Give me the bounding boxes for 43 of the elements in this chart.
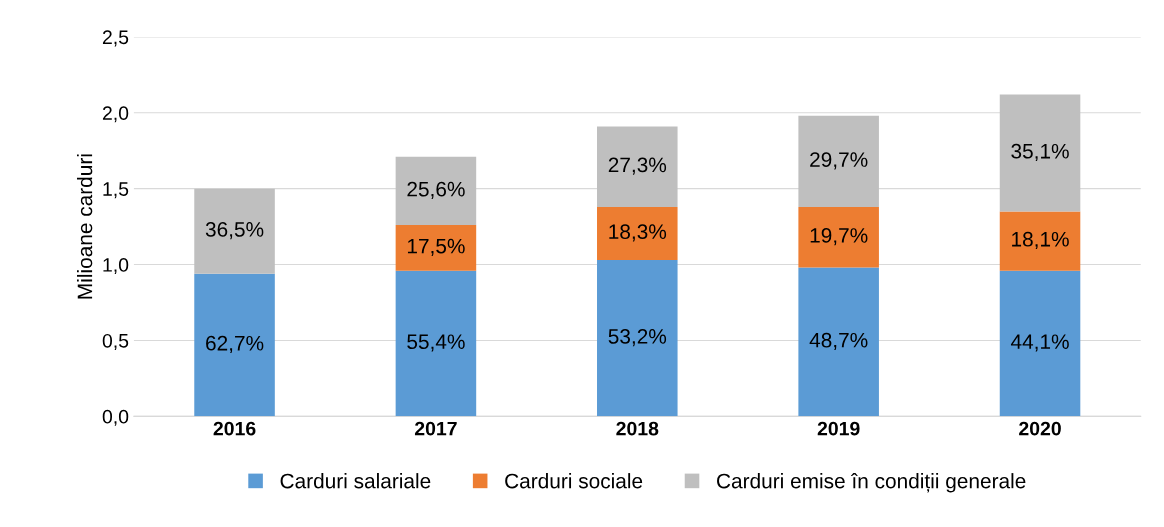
legend-label: Carduri salariale	[280, 473, 431, 489]
annotation: 29,7%	[810, 152, 868, 170]
annotation: 17,5%	[407, 238, 465, 256]
x-tick-label: 2017	[414, 421, 457, 436]
bar	[798, 115, 879, 207]
bar	[597, 206, 678, 260]
annotation: 35,1%	[1011, 143, 1069, 162]
bar	[194, 273, 275, 417]
y-tick-label: 0,5	[102, 333, 129, 350]
annotation: 48,7%	[809, 332, 868, 351]
y-tick-label: 1,0	[103, 258, 129, 275]
y-tick-label: 1,5	[103, 182, 129, 199]
annotation: 27,3%	[608, 157, 667, 175]
x-tick-label: 2016	[213, 421, 256, 436]
annotation: 18,3%	[609, 224, 667, 242]
annotation: 18,1%	[1012, 231, 1069, 250]
bar	[798, 206, 879, 268]
annotation: 19,7%	[810, 228, 868, 246]
x-tick-label: 2019	[817, 421, 860, 436]
bar	[999, 270, 1081, 417]
annotation: 62,7%	[206, 335, 264, 354]
bar	[597, 260, 678, 417]
bar	[395, 225, 477, 271]
x-tick-label: 2018	[616, 421, 659, 436]
y-tick-label: 2,5	[102, 30, 129, 47]
y-tick-label: 0,0	[102, 409, 129, 426]
bar	[999, 211, 1081, 271]
annotation: 25,6%	[407, 181, 465, 199]
bar	[395, 156, 477, 226]
x-tick-label: 2020	[1019, 421, 1061, 436]
y-axis-title: Milioane carduri	[76, 154, 93, 299]
annotation: 55,4%	[407, 334, 465, 352]
legend-label: Carduri sociale	[505, 473, 643, 489]
bar	[999, 94, 1081, 212]
annotation: 44,1%	[1010, 334, 1069, 352]
annotation: 53,2%	[608, 329, 667, 347]
bar	[798, 267, 879, 417]
legend-label: Carduri emise în condiții generale	[717, 473, 1026, 493]
y-tick-label: 2,0	[102, 106, 129, 123]
annotation: 36,5%	[205, 222, 264, 240]
bar	[194, 188, 275, 274]
bar	[597, 126, 678, 207]
bar	[395, 270, 477, 417]
